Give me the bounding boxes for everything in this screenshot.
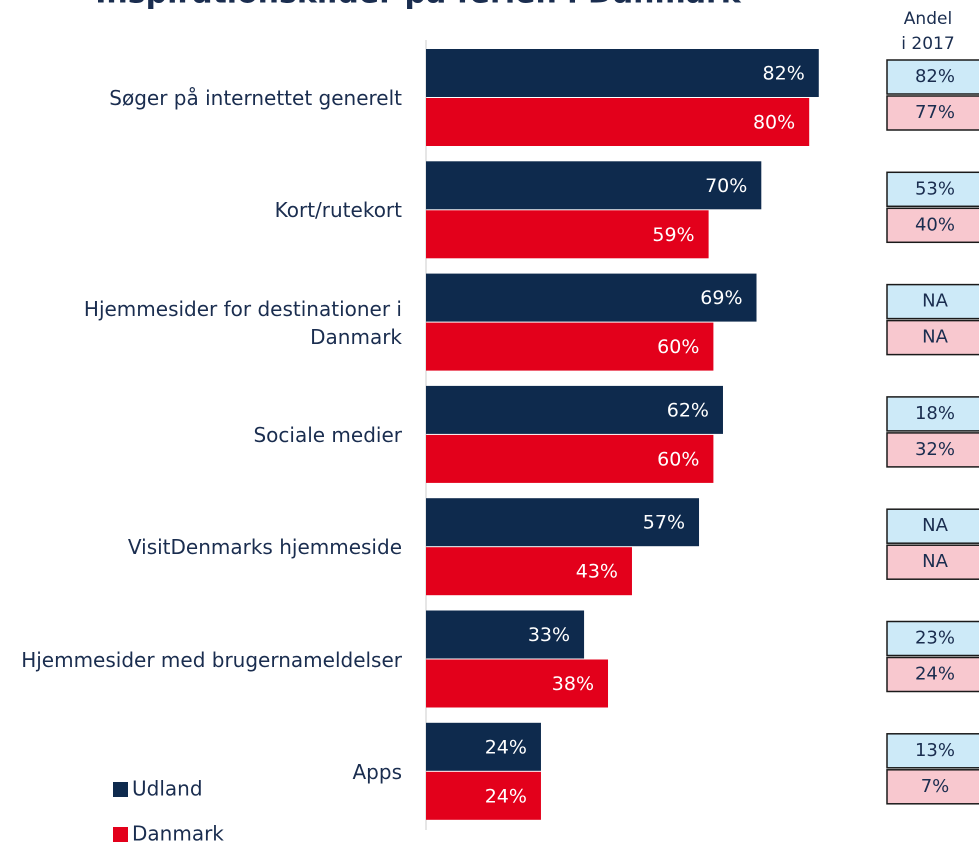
comparison-box (886, 95, 979, 131)
comparison-label: 40% (915, 214, 955, 235)
bar-label: 24% (485, 736, 527, 758)
comparison-label: NA (922, 551, 948, 572)
bar (426, 498, 700, 547)
category-label: Kort/rutekort (274, 198, 402, 223)
bar-label: 62% (667, 399, 709, 421)
comparison-header: Andel (904, 9, 952, 29)
comparison-label: 7% (921, 776, 950, 797)
comparison-box (886, 769, 979, 805)
bar-label: 70% (705, 175, 747, 197)
comparison-label: 32% (915, 439, 955, 460)
comparison-box (886, 396, 979, 432)
bar-label: 33% (528, 624, 570, 646)
comparison-label: NA (922, 327, 948, 348)
comparison-label: NA (922, 291, 948, 312)
bar (426, 49, 819, 97)
bar-label: 82% (763, 63, 805, 85)
comparison-label: 24% (915, 664, 955, 685)
category-label: Søger på internettet generelt (109, 86, 402, 110)
comparison-box (886, 171, 979, 208)
bar-label: 69% (700, 287, 742, 309)
bar (426, 322, 714, 371)
bar-label: 38% (552, 673, 594, 695)
comparison-box (886, 207, 979, 244)
comparison-label: 23% (915, 628, 955, 649)
category-label: Hjemmesider for destinationer i Danmark (83, 296, 402, 349)
bar (426, 210, 709, 259)
comparison-label: 77% (915, 102, 955, 123)
bar (426, 610, 585, 659)
comparison-label: 13% (915, 740, 955, 761)
comparison-box (886, 432, 979, 468)
bar-label: 59% (652, 224, 694, 246)
comparison-box (886, 733, 979, 769)
bar (426, 659, 609, 708)
category-label: Sociale medier (253, 422, 402, 447)
comparison-box (886, 544, 979, 580)
bar (426, 547, 632, 596)
category-label: Apps (352, 759, 403, 784)
bar (426, 771, 541, 820)
legend-label: Danmark (132, 822, 224, 846)
bar (426, 273, 757, 322)
comparison-label: 18% (915, 403, 955, 424)
comparison-box (886, 508, 979, 544)
comparison-label: NA (922, 515, 948, 536)
legend-swatch (113, 827, 128, 842)
bar-label: 24% (485, 785, 527, 807)
bar-label: 60% (657, 448, 699, 470)
bar-label: 80% (753, 112, 795, 134)
bar (426, 98, 810, 146)
bar-label: 60% (657, 336, 699, 358)
comparison-label: 53% (915, 178, 955, 199)
comparison-header: i 2017 (901, 34, 954, 54)
category-label: Hjemmesider med brugernameldelser (21, 647, 402, 672)
comparison-box (886, 283, 979, 320)
chart-title: Inspirationskilder på ferien i Danmark (95, 0, 742, 11)
bar (426, 722, 541, 771)
bar-label: 43% (576, 561, 618, 583)
comparison-box (886, 59, 979, 95)
comparison-box (886, 656, 979, 693)
bar (426, 161, 762, 210)
comparison-box (886, 620, 979, 657)
bar (426, 385, 723, 434)
legend-swatch (113, 782, 128, 797)
legend-label: Udland (132, 777, 203, 801)
comparison-box (886, 319, 979, 356)
bar (426, 434, 714, 483)
bar-label: 57% (643, 512, 685, 534)
comparison-label: 82% (915, 66, 955, 87)
category-label: VisitDenmarks hjemmeside (127, 535, 402, 560)
